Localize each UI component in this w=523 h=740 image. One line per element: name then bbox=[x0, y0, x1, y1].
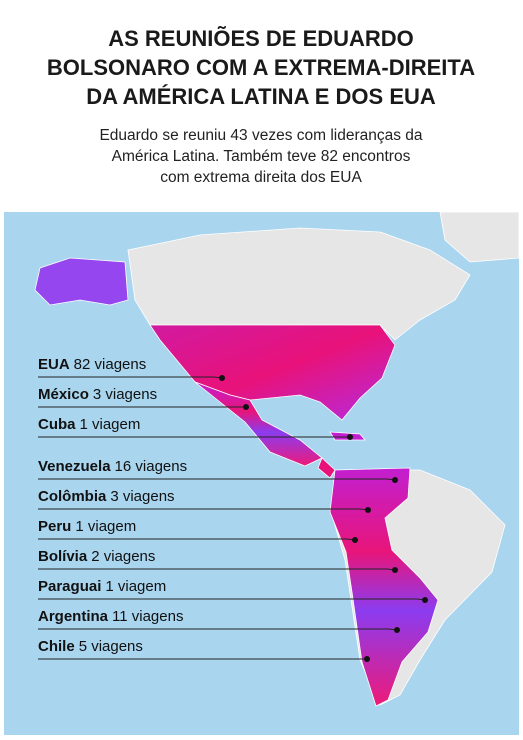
marker-dot bbox=[364, 656, 370, 662]
subtitle-line: Eduardo se reuniu 43 vezes com liderança… bbox=[99, 127, 422, 144]
trip-count: 3 viagens bbox=[93, 386, 157, 403]
country-name: México bbox=[38, 386, 89, 403]
trip-count: 82 viagens bbox=[74, 356, 147, 373]
marker-dot bbox=[347, 434, 353, 440]
trip-count: 1 viagem bbox=[80, 416, 141, 433]
map bbox=[34, 211, 520, 707]
marker-dot bbox=[243, 404, 249, 410]
country-label: Peru 1 viagem bbox=[38, 518, 136, 535]
marker-dot bbox=[365, 507, 371, 513]
header: AS REUNIÕES DE EDUARDO BOLSONARO COM A EX… bbox=[47, 26, 475, 186]
title-line: DA AMÉRICA LATINA E DOS EUA bbox=[86, 84, 436, 109]
trip-count: 16 viagens bbox=[115, 458, 188, 475]
country-label: Venezuela 16 viagens bbox=[38, 458, 187, 475]
marker-dot bbox=[392, 567, 398, 573]
trip-count: 11 viagens bbox=[112, 608, 183, 625]
country-label: Bolívia 2 viagens bbox=[38, 548, 155, 565]
trip-count: 3 viagens bbox=[110, 488, 174, 505]
country-label: México 3 viagens bbox=[38, 386, 157, 403]
marker-dot bbox=[219, 375, 225, 381]
subtitle-line: América Latina. Também teve 82 encontros bbox=[112, 148, 411, 165]
country-name: Paraguai bbox=[38, 578, 101, 595]
subtitle-line: com extrema direita dos EUA bbox=[160, 169, 362, 186]
title-line: AS REUNIÕES DE EDUARDO bbox=[108, 26, 414, 51]
country-label: Chile 5 viagens bbox=[38, 638, 143, 655]
country-name: Colômbia bbox=[38, 488, 107, 505]
marker-dot bbox=[422, 597, 428, 603]
country-name: Argentina bbox=[38, 608, 109, 625]
title-line: BOLSONARO COM A EXTREMA-DIREITA bbox=[47, 55, 475, 80]
country-name: Bolívia bbox=[38, 548, 88, 565]
country-label: EUA 82 viagens bbox=[38, 356, 146, 373]
trip-count: 5 viagens bbox=[79, 638, 143, 655]
marker-dot bbox=[352, 537, 358, 543]
trip-count: 2 viagens bbox=[91, 548, 155, 565]
trip-count: 1 viagem bbox=[75, 518, 136, 535]
country-label: Argentina 11 viagens bbox=[38, 608, 183, 625]
country-name: Cuba bbox=[38, 416, 76, 433]
country-label: Paraguai 1 viagem bbox=[38, 578, 166, 595]
country-label: Colômbia 3 viagens bbox=[38, 488, 175, 505]
marker-dot bbox=[394, 627, 400, 633]
country-label: Cuba 1 viagem bbox=[38, 416, 140, 433]
country-name: Chile bbox=[38, 638, 75, 655]
country-name: EUA bbox=[38, 356, 70, 373]
country-name: Venezuela bbox=[38, 458, 111, 475]
trip-count: 1 viagem bbox=[105, 578, 166, 595]
country-name: Peru bbox=[38, 518, 71, 535]
marker-dot bbox=[392, 477, 398, 483]
